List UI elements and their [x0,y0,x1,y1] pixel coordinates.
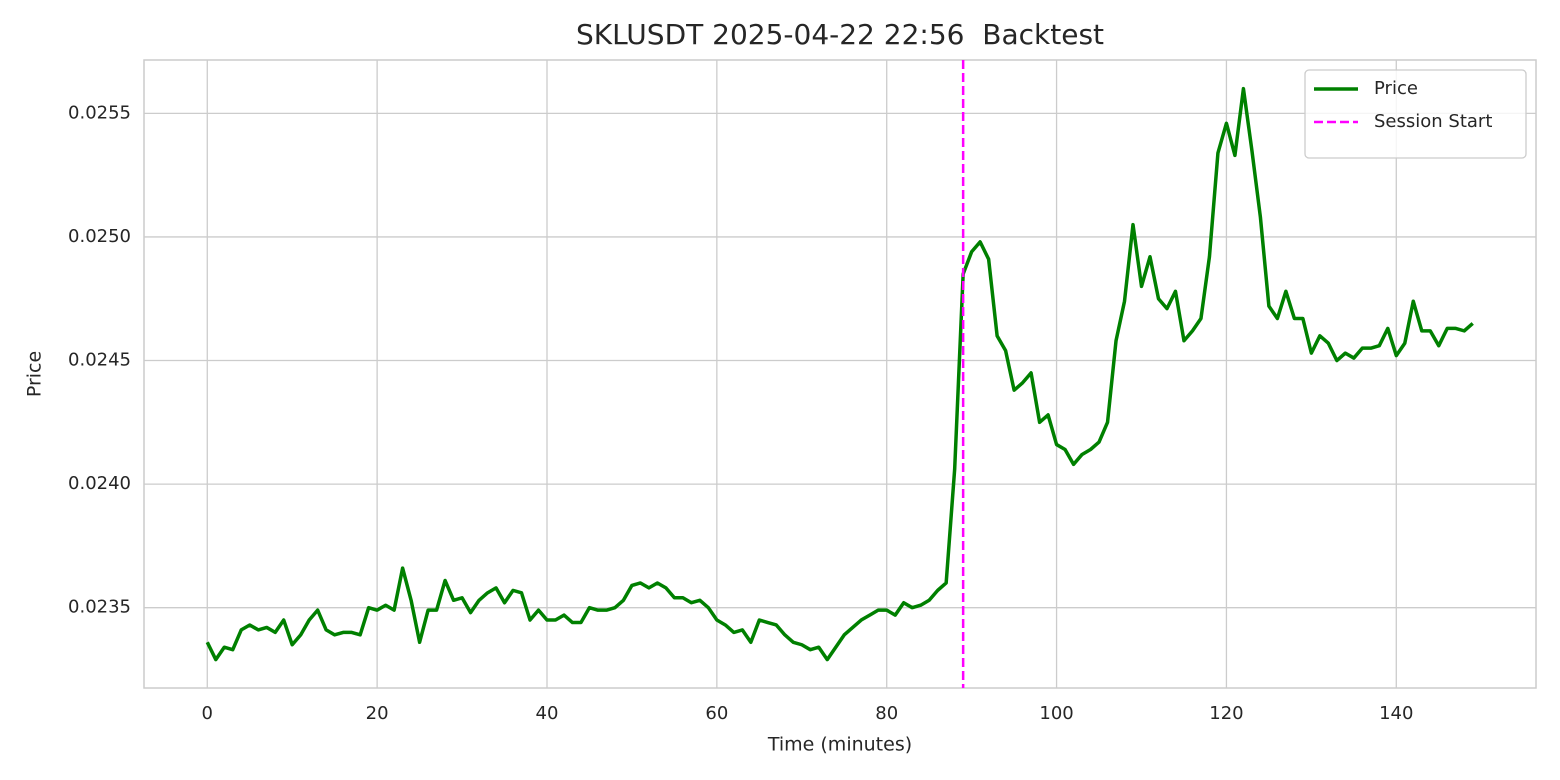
x-tick-label: 60 [705,703,728,724]
plot-frame [143,59,1537,689]
x-tick-label: 40 [536,703,559,724]
y-tick-label: 0.0255 [68,102,131,123]
x-tick-label: 140 [1379,703,1413,724]
y-axis-label: Price [24,351,46,397]
x-tick-label: 120 [1209,703,1243,724]
legend-box [1304,69,1527,159]
x-tick-label: 0 [202,703,213,724]
x-axis-label: Time (minutes) [767,734,912,756]
x-tick-label: 20 [366,703,389,724]
x-tick-label: 100 [1039,703,1073,724]
price-line [205,86,1474,662]
y-tick-label: 0.0240 [68,473,131,494]
legend-label: Price [1374,78,1418,99]
chart-title: SKLUSDT 2025-04-22 22:56 Backtest [576,18,1104,51]
x-tick-label: 80 [875,703,898,724]
y-tick-label: 0.0250 [68,226,131,247]
legend-label: Session Start [1374,111,1492,132]
y-tick-label: 0.0235 [68,597,131,618]
y-tick-label: 0.0245 [68,350,131,371]
